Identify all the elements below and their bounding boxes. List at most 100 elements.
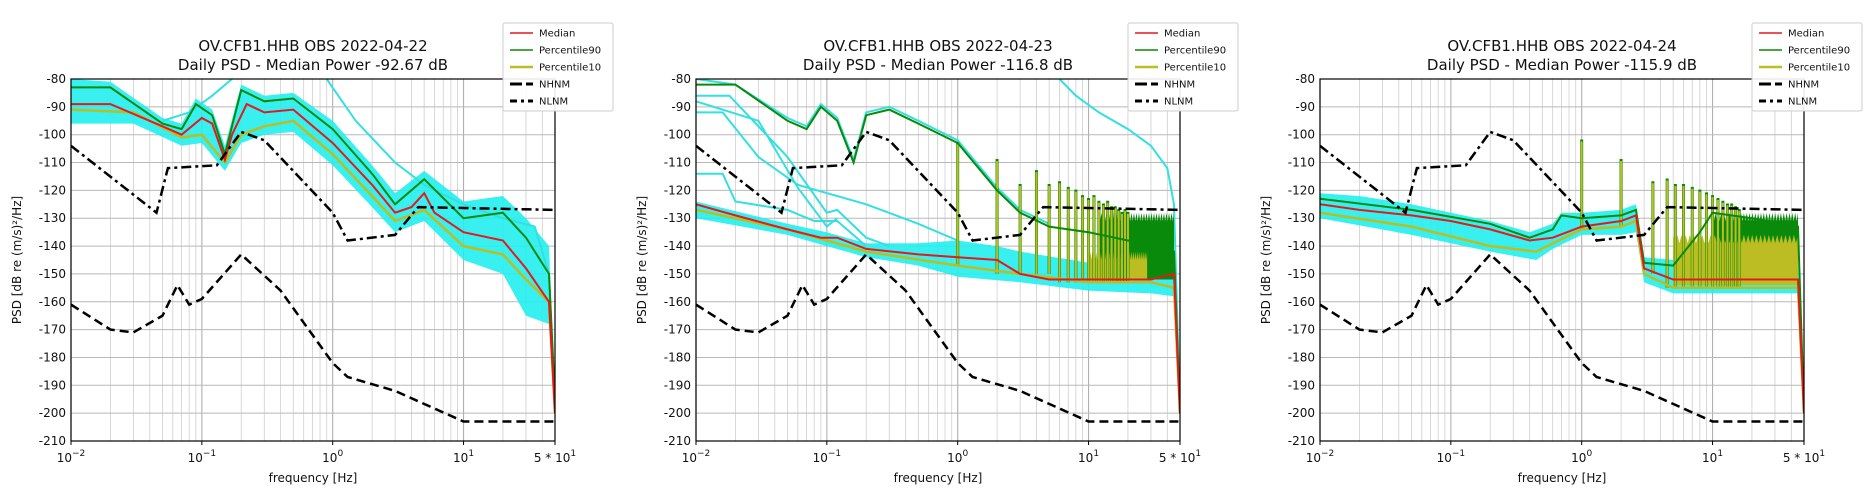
y-tick-label: -200 <box>664 406 691 420</box>
outlier-psd-line <box>696 111 959 242</box>
x-tick-label: 10−2 <box>682 449 711 465</box>
legend-label-nlnm: NLNM <box>1164 97 1193 108</box>
y-tick-label: -90 <box>46 100 66 114</box>
x-tick-label: 5 * 101 <box>1159 449 1201 465</box>
y-tick-label: -110 <box>1288 156 1315 170</box>
legend-label-median: Median <box>1788 29 1824 40</box>
percentile90-line <box>1320 197 1804 414</box>
legend-label-percentile90: Percentile90 <box>1164 46 1226 57</box>
plot-frame <box>1319 78 1805 442</box>
y-tick-label: -110 <box>664 156 691 170</box>
median-line <box>1320 203 1804 414</box>
y-tick-label: -110 <box>39 156 66 170</box>
x-tick-label: 5 * 101 <box>534 449 576 465</box>
x-axis-label: frequency [Hz] <box>269 471 358 485</box>
legend-label-median: Median <box>539 29 575 40</box>
legend-label-percentile90: Percentile90 <box>539 46 601 57</box>
x-tick-label: 10−2 <box>1306 449 1335 465</box>
chart-title: OV.CFB1.HHB OBS 2022-04-24 <box>1447 37 1676 55</box>
percentile-band <box>1320 193 1804 414</box>
x-axis-label: frequency [Hz] <box>894 471 983 485</box>
x-tick-label: 100 <box>1571 449 1592 465</box>
y-tick-label: -140 <box>39 239 66 253</box>
x-tick-label: 10−1 <box>1437 449 1466 465</box>
nlnm-line <box>71 252 555 423</box>
plot-area <box>71 79 555 423</box>
legend: Median Percentile90 Percentile10 NHNM NLNM <box>1751 22 1863 112</box>
outlier-psd-line <box>696 172 867 247</box>
y-tick-label: -130 <box>39 211 66 225</box>
legend-label-nlnm: NLNM <box>539 97 568 108</box>
chart-subtitle: Daily PSD - Median Power -92.67 dB <box>178 56 448 74</box>
y-tick-label: -210 <box>664 434 691 448</box>
y-axis-label: PSD [dB re (m/s)²/Hz] <box>10 196 24 324</box>
y-tick-label: -170 <box>664 323 691 337</box>
outlier-psd-line <box>162 79 233 122</box>
legend-box <box>1127 22 1239 112</box>
x-tick-label: 101 <box>1078 449 1099 465</box>
y-tick-label: -210 <box>1288 434 1315 448</box>
legend-label-percentile10: Percentile10 <box>1788 63 1850 74</box>
y-tick-label: -180 <box>1288 350 1315 364</box>
y-tick-label: -200 <box>39 406 66 420</box>
x-tick-label: 100 <box>322 449 343 465</box>
legend-label-percentile90: Percentile90 <box>1788 46 1850 57</box>
y-tick-label: -170 <box>39 323 66 337</box>
y-tick-label: -150 <box>1288 267 1315 281</box>
y-tick-label: -100 <box>664 128 691 142</box>
chart-title: OV.CFB1.HHB OBS 2022-04-22 <box>198 37 427 55</box>
y-tick-label: -210 <box>39 434 66 448</box>
y-tick-label: -180 <box>664 350 691 364</box>
psd-chart-2: -80 -90 -100 -110 -120 -130 -140 -150 -160 -170 -1… <box>635 22 1239 485</box>
percentile90-line <box>71 86 555 400</box>
nlnm-line <box>1320 252 1804 423</box>
y-tick-label: -190 <box>664 378 691 392</box>
percentile10-line <box>1320 211 1804 414</box>
y-tick-label: -140 <box>1288 239 1315 253</box>
median-line <box>696 203 1180 414</box>
y-tick-label: -170 <box>1288 323 1315 337</box>
y-tick-label: -120 <box>664 183 691 197</box>
y-tick-label: -190 <box>1288 378 1315 392</box>
legend-label-nlnm: NLNM <box>1788 97 1817 108</box>
x-tick-label: 5 * 101 <box>1783 449 1825 465</box>
outlier-psd-line <box>696 94 890 248</box>
legend-label-nhnm: NHNM <box>539 80 570 91</box>
legend-label-nhnm: NHNM <box>1788 80 1819 91</box>
legend-label-median: Median <box>1164 29 1200 40</box>
y-tick-label: -190 <box>39 378 66 392</box>
y-tick-label: -130 <box>1288 211 1315 225</box>
outlier-psd-line <box>696 100 838 229</box>
x-tick-label: 10−1 <box>813 449 842 465</box>
median-line <box>71 102 555 414</box>
legend-label-percentile10: Percentile10 <box>1164 63 1226 74</box>
plot-frame <box>70 78 556 442</box>
x-tick-label: 100 <box>947 449 968 465</box>
percentile10-line <box>71 108 555 414</box>
chart-title: OV.CFB1.HHB OBS 2022-04-23 <box>823 37 1052 55</box>
legend-box <box>1751 22 1863 112</box>
y-tick-label: -150 <box>664 267 691 281</box>
y-tick-label: -160 <box>664 295 691 309</box>
chart-subtitle: Daily PSD - Median Power -115.9 dB <box>1427 56 1697 74</box>
y-tick-label: -80 <box>46 72 66 86</box>
y-tick-label: -80 <box>671 72 691 86</box>
y-tick-label: -200 <box>1288 406 1315 420</box>
plot-area <box>1320 130 1804 423</box>
y-tick-label: -150 <box>39 267 66 281</box>
chart-subtitle: Daily PSD - Median Power -116.8 dB <box>803 56 1073 74</box>
y-tick-label: -160 <box>39 295 66 309</box>
y-tick-label: -100 <box>39 128 66 142</box>
outlier-psd-line <box>1058 79 1180 414</box>
y-tick-label: -160 <box>1288 295 1315 309</box>
legend: Median Percentile90 Percentile10 NHNM NLNM <box>1127 22 1239 112</box>
y-axis-label: PSD [dB re (m/s)²/Hz] <box>1259 196 1273 324</box>
y-tick-label: -100 <box>1288 128 1315 142</box>
x-tick-label: 101 <box>453 449 474 465</box>
x-tick-label: 10−1 <box>188 449 217 465</box>
percentile-band <box>696 201 1180 414</box>
y-tick-label: -90 <box>1295 100 1315 114</box>
legend-box <box>502 22 614 112</box>
y-tick-label: -80 <box>1295 72 1315 86</box>
